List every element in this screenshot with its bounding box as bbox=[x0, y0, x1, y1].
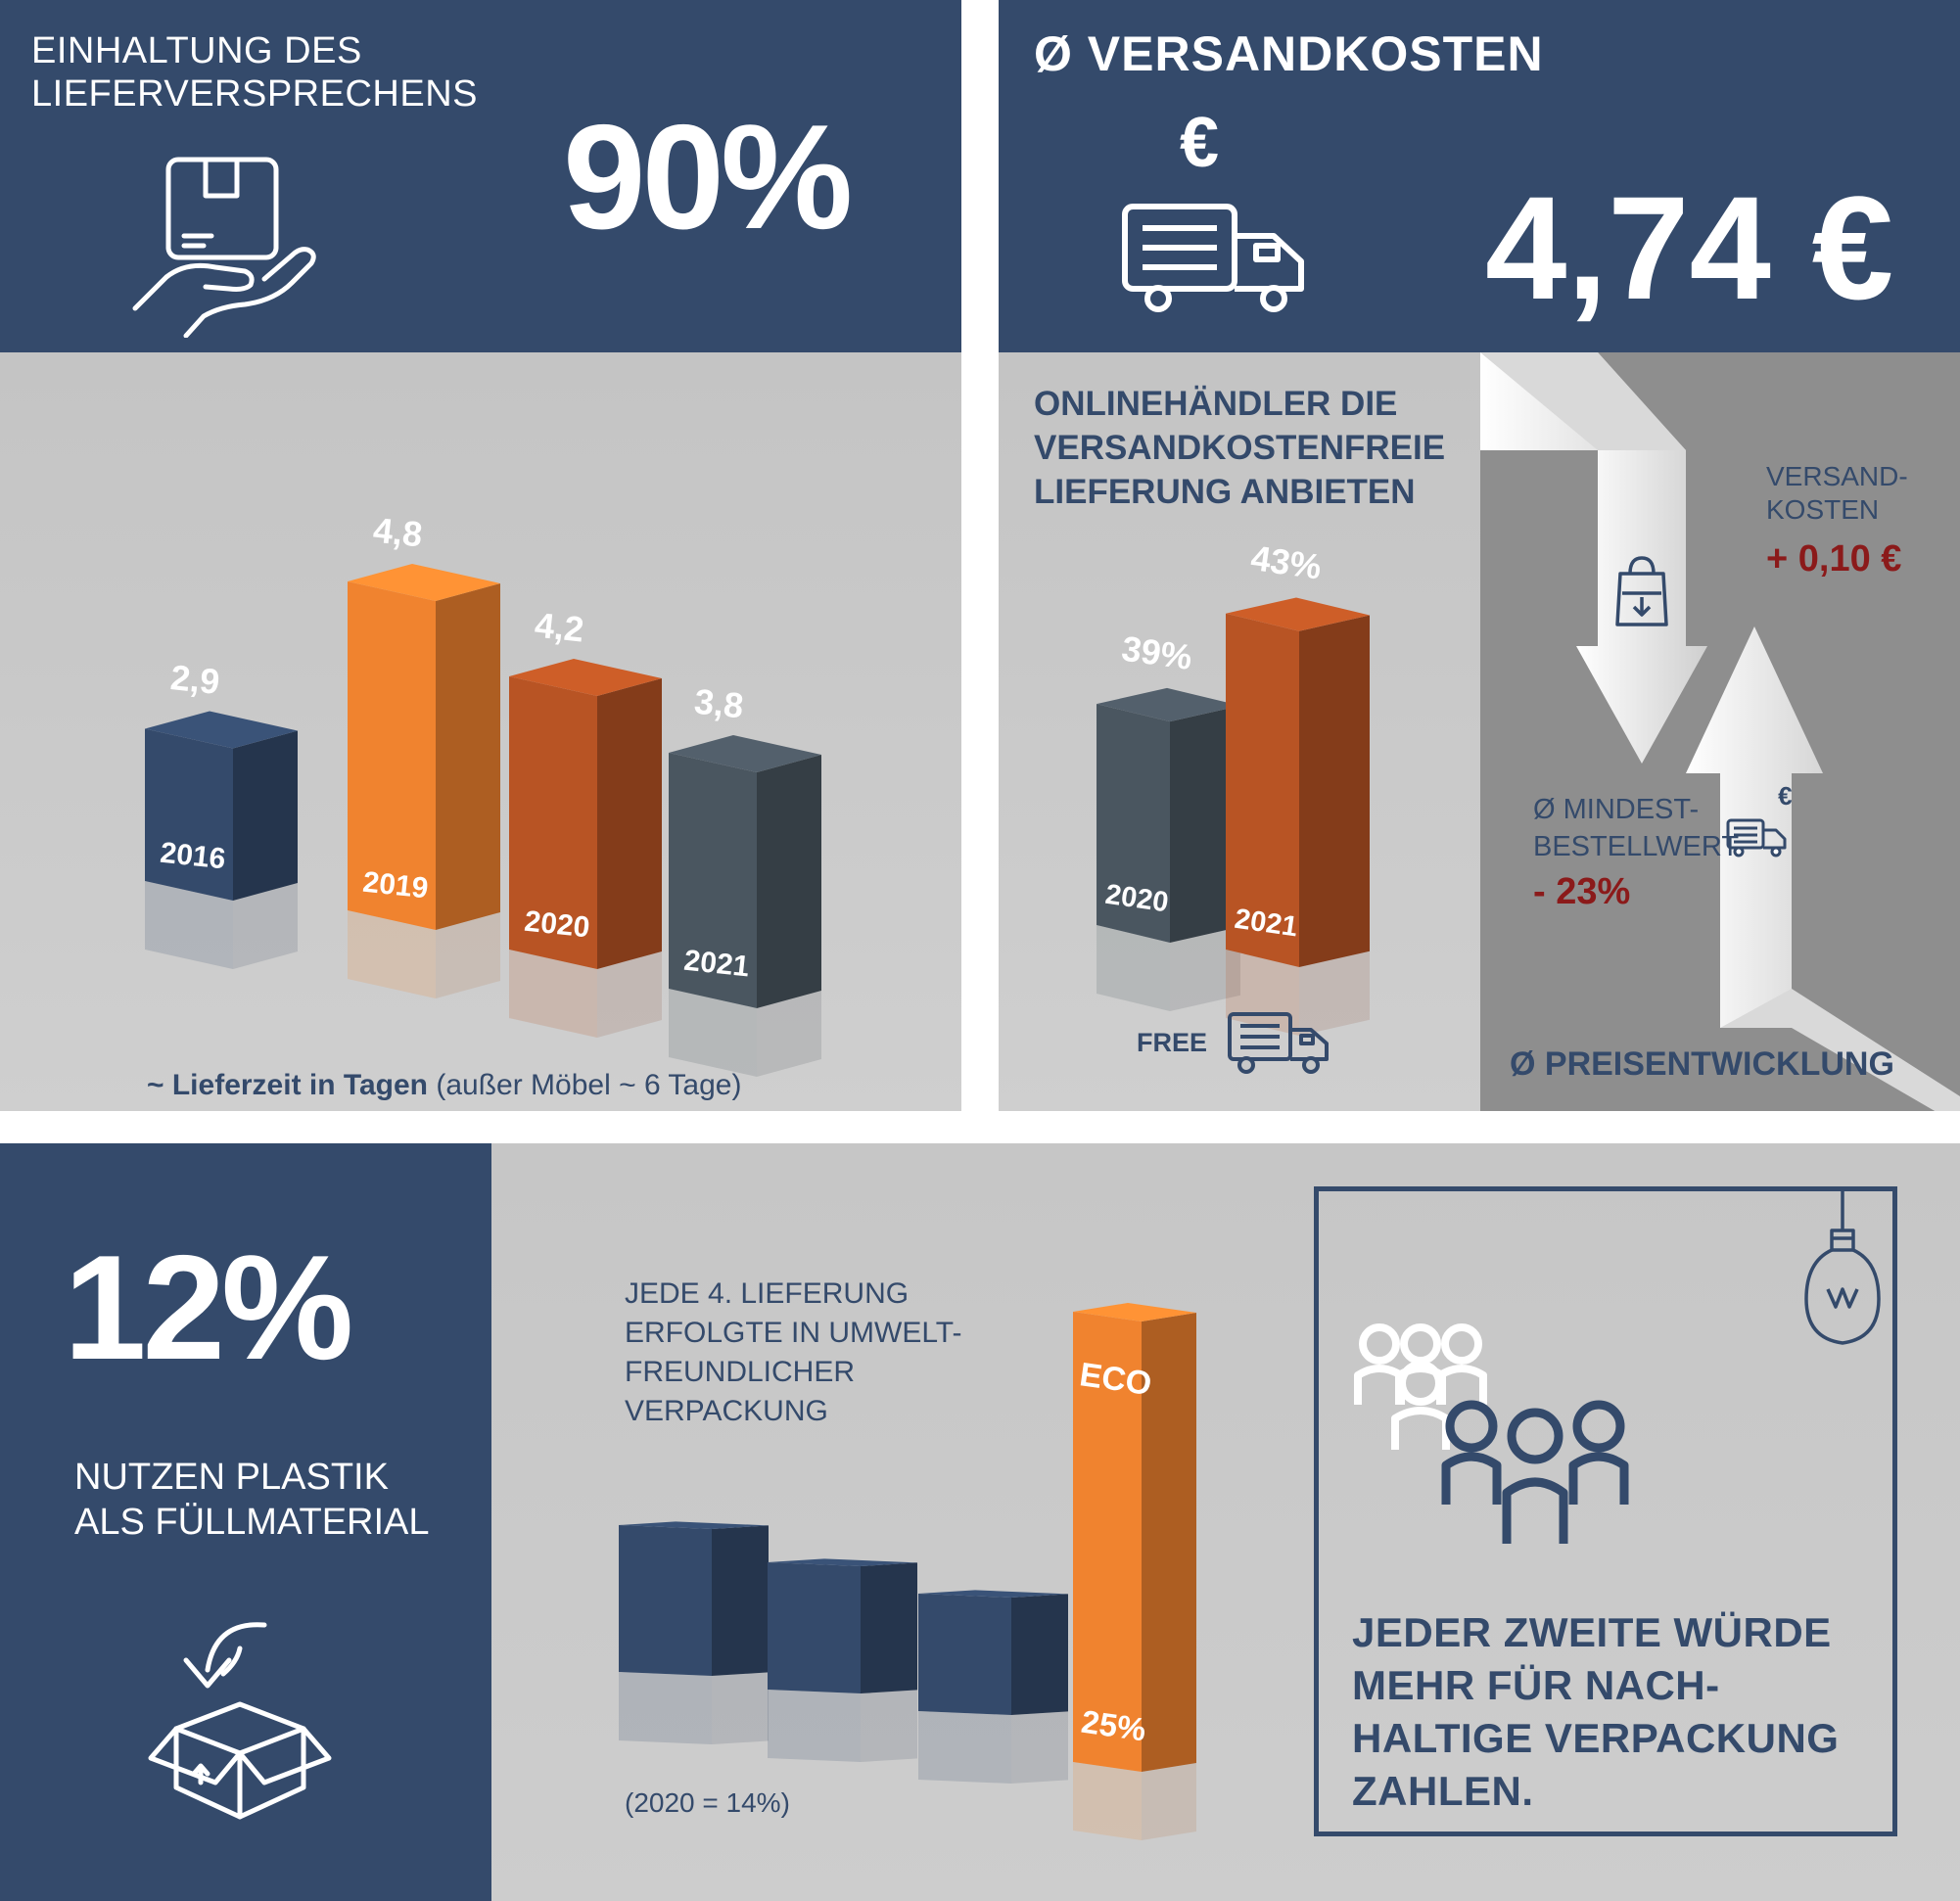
delivery-promise-value: 90% bbox=[563, 94, 853, 260]
free-shipping-panel: ONLINEHÄNDLER DIE VERSANDKOSTENFREIE LIE… bbox=[999, 352, 1480, 1111]
free-bar-label-2020: 39% bbox=[1119, 627, 1194, 677]
year-label-2021: 2021 bbox=[682, 945, 751, 984]
versand-line2: KOSTEN bbox=[1766, 494, 1880, 525]
plastic-line2: ALS FÜLLMATERIAL bbox=[74, 1502, 430, 1543]
free-truck-icon bbox=[1228, 1012, 1329, 1074]
sustainable-line4: ZAHLEN. bbox=[1352, 1768, 1534, 1814]
delivery-time-chart: 2,9 2016 4,8 2019 4,2 2020 3,8 2021 bbox=[145, 510, 821, 1077]
lightbulb-icon bbox=[1804, 1191, 1881, 1345]
eco-footnote: (2020 = 14%) bbox=[625, 1787, 790, 1818]
free-bar-2020 bbox=[1097, 687, 1240, 1011]
eco-bar-2 bbox=[768, 1558, 917, 1762]
bar-2020 bbox=[509, 659, 662, 1038]
plastic-line1: NUTZEN PLASTIK bbox=[74, 1457, 389, 1498]
year-label-2016: 2016 bbox=[159, 837, 227, 876]
people-groups-icon bbox=[1354, 1323, 1629, 1544]
delivery-truck-icon bbox=[1122, 204, 1304, 312]
plastic-panel: 12% NUTZEN PLASTIK ALS FÜLLMATERIAL bbox=[0, 1143, 491, 1901]
up-arrow-truck-icon bbox=[1726, 818, 1787, 858]
eco-text-line3: FREUNDLICHER bbox=[625, 1356, 856, 1388]
eco-text-line1: JEDE 4. LIEFERUNG bbox=[625, 1277, 910, 1310]
year-label-2020: 2020 bbox=[523, 905, 591, 945]
delivery-promise-title-line1: EINHALTUNG DES bbox=[31, 30, 362, 71]
axis-label-rest: (außer Möbel ~ 6 Tage) bbox=[428, 1069, 742, 1101]
bar-label-2016: 2,9 bbox=[168, 657, 221, 702]
free-label: FREE bbox=[1137, 1028, 1208, 1057]
shipping-cost-panel: Ø VERSANDKOSTEN € 4,74 € bbox=[999, 0, 1960, 352]
free-shipping-title-line2: VERSANDKOSTENFREIE bbox=[1034, 429, 1446, 467]
bar-2021 bbox=[669, 735, 821, 1077]
package-in-hand-icon bbox=[132, 157, 316, 338]
free-shipping-title-line3: LIEFERUNG ANBIETEN bbox=[1034, 473, 1416, 511]
sustainable-line1: JEDER ZWEITE WÜRDE bbox=[1352, 1609, 1832, 1655]
sustainable-line2: MEHR FÜR NACH- bbox=[1352, 1662, 1720, 1708]
sustainable-line3: HALTIGE VERPACKUNG bbox=[1352, 1715, 1840, 1761]
bar-label-2020: 4,2 bbox=[533, 605, 585, 650]
mindest-line1: Ø MINDEST- bbox=[1533, 794, 1700, 825]
free-bar-label-2021: 43% bbox=[1248, 537, 1324, 587]
eco-bar-1 bbox=[619, 1521, 769, 1744]
delivery-promise-title-line2: LIEFERVERSPRECHENS bbox=[31, 73, 478, 115]
price-development-panel: € VERSAND- KOSTEN + 0,10 € Ø MINDEST- BE… bbox=[1480, 352, 1960, 1111]
mindest-line2: BESTELLWERT bbox=[1533, 831, 1740, 862]
eco-value-label: 25% bbox=[1079, 1703, 1148, 1748]
mindest-value: - 23% bbox=[1533, 871, 1631, 912]
shopping-bag-icon bbox=[1615, 556, 1668, 626]
up-arrow-euro: € bbox=[1778, 781, 1793, 811]
bar-2016 bbox=[145, 711, 298, 969]
delivery-promise-panel: EINHALTUNG DES LIEFERVERSPRECHENS 90% bbox=[0, 0, 961, 352]
delivery-time-panel: 2,9 2016 4,8 2019 4,2 2020 3,8 2021 ~ Lieferzei… bbox=[0, 352, 961, 1111]
bar-label-2021: 3,8 bbox=[692, 681, 745, 726]
shipping-cost-title: Ø VERSANDKOSTEN bbox=[1034, 26, 1544, 81]
price-development-title: Ø PREISENTWICKLUNG bbox=[1510, 1045, 1894, 1083]
eco-text-line2: ERFOLGTE IN UMWELT- bbox=[625, 1317, 962, 1349]
sustainable-box: JEDER ZWEITE WÜRDE MEHR FÜR NACH- HALTIG… bbox=[1314, 1186, 1897, 1836]
versand-line1: VERSAND- bbox=[1766, 461, 1908, 491]
versand-value: + 0,10 € bbox=[1766, 538, 1902, 580]
axis-label-bold: ~ Lieferzeit in Tagen bbox=[147, 1069, 429, 1101]
plastic-value: 12% bbox=[64, 1225, 353, 1391]
eco-text-line4: VERPACKUNG bbox=[625, 1395, 828, 1427]
year-label-2019: 2019 bbox=[361, 866, 430, 905]
eco-panel: JEDE 4. LIEFERUNG ERFOLGTE IN UMWELT- FR… bbox=[491, 1143, 1960, 1901]
bar-2019 bbox=[348, 564, 500, 998]
free-shipping-title-line1: ONLINEHÄNDLER DIE bbox=[1034, 385, 1398, 423]
bar-label-2019: 4,8 bbox=[371, 510, 424, 555]
free-bar-2021 bbox=[1226, 597, 1370, 1036]
shipping-cost-value: 4,74 € bbox=[1485, 165, 1894, 330]
euro-symbol: € bbox=[1180, 104, 1220, 182]
box-with-arrow-icon bbox=[148, 1622, 332, 1820]
delivery-time-axis-label: ~ Lieferzeit in Tagen (außer Möbel ~ 6 T… bbox=[147, 1069, 741, 1102]
eco-bar bbox=[1073, 1303, 1196, 1840]
price-arrows bbox=[1480, 352, 1960, 1111]
eco-bar-3 bbox=[918, 1590, 1068, 1784]
